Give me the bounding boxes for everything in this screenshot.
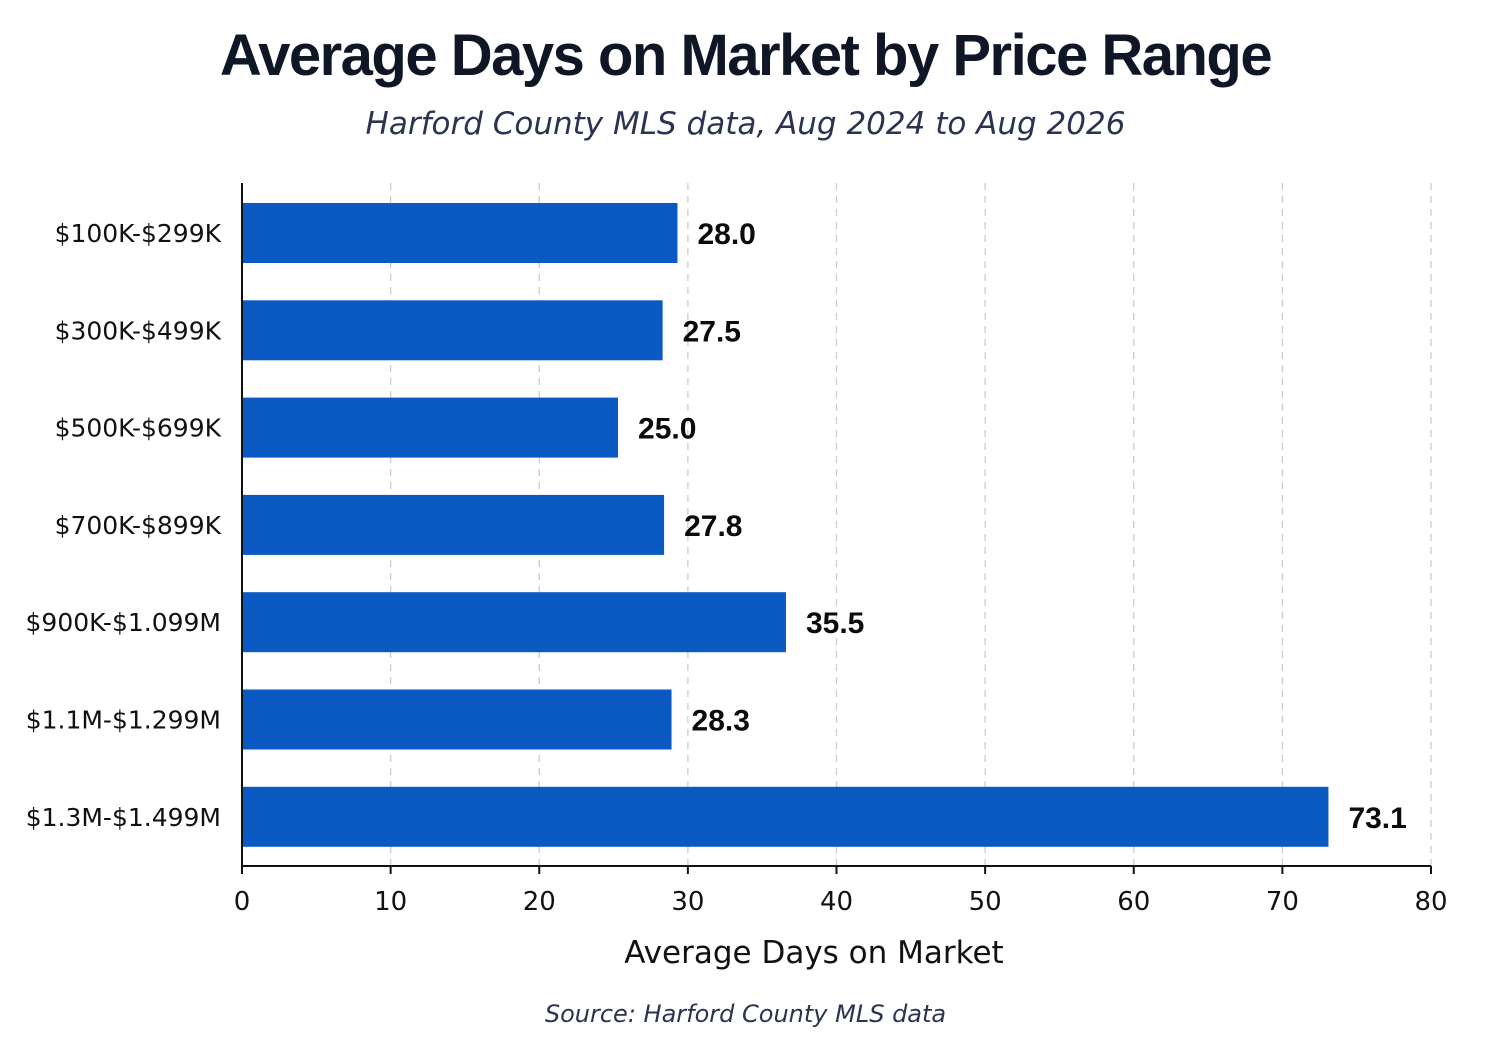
bar-3: [242, 494, 665, 555]
x-tick-label-50: 50: [969, 887, 1002, 917]
value-label-2: 25.0: [638, 413, 696, 446]
chart-title: Average Days on Market by Price Range: [219, 23, 1273, 88]
chart-source: Source: Harford County MLS data: [544, 1000, 947, 1028]
x-tick-label-30: 30: [671, 887, 704, 917]
category-label-5: $1.1M-$1.299M: [26, 706, 221, 735]
bar-2: [242, 397, 619, 458]
x-tick-label-10: 10: [374, 887, 407, 917]
bars: [242, 203, 1329, 847]
category-label-3: $700K-$899K: [55, 511, 222, 540]
bar-0: [242, 203, 678, 263]
bar-1: [242, 300, 663, 361]
value-label-6: 73.1: [1348, 802, 1406, 835]
axes: [241, 183, 1432, 874]
value-label-5: 28.3: [692, 705, 750, 738]
category-label-4: $900K-$1.099M: [26, 608, 221, 637]
labels: $100K-$299K 28.0 $300K-$499K 27.5 $500K-$699…: [26, 218, 1448, 917]
bar-6: [242, 786, 1329, 847]
x-tick-label-20: 20: [523, 887, 556, 917]
bar-5: [242, 689, 672, 750]
bar-4: [242, 592, 786, 653]
bar-chart: $100K-$299K 28.0 $300K-$499K 27.5 $500K-$699…: [26, 183, 1448, 971]
chart-subtitle: Harford County MLS data, Aug 2024 to Aug…: [365, 106, 1126, 142]
value-label-3: 27.8: [684, 510, 742, 543]
value-label-1: 27.5: [683, 315, 741, 348]
x-tick-label-60: 60: [1117, 887, 1150, 917]
x-tick-label-0: 0: [234, 887, 251, 917]
x-tick-label-70: 70: [1266, 887, 1299, 917]
x-axis-title: Average Days on Market: [624, 935, 1003, 971]
value-label-0: 28.0: [697, 218, 755, 251]
category-label-0: $100K-$299K: [55, 219, 222, 248]
category-label-2: $500K-$699K: [55, 414, 222, 443]
value-label-4: 35.5: [806, 607, 864, 640]
x-tick-label-40: 40: [820, 887, 853, 917]
category-label-6: $1.3M-$1.499M: [26, 803, 221, 832]
x-tick-label-80: 80: [1414, 887, 1447, 917]
category-label-1: $300K-$499K: [55, 316, 222, 345]
